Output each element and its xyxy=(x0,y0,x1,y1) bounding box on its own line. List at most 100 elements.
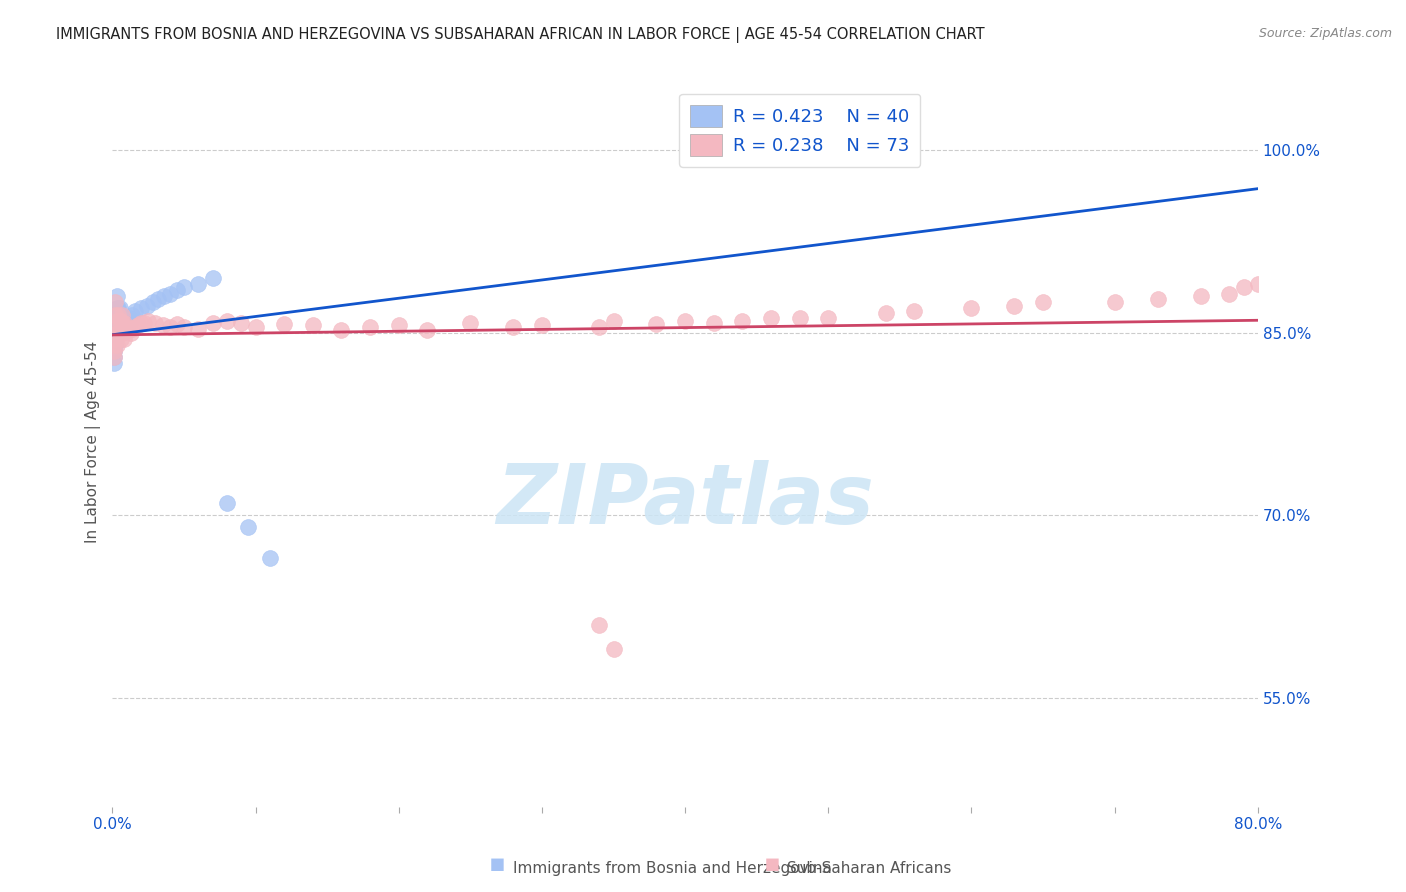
Point xyxy=(330,323,353,337)
Point xyxy=(259,550,281,565)
Point xyxy=(129,316,152,330)
Point xyxy=(231,316,253,330)
Y-axis label: In Labor Force | Age 45-54: In Labor Force | Age 45-54 xyxy=(86,341,101,543)
Point xyxy=(153,289,176,303)
Point xyxy=(104,308,127,322)
Point xyxy=(108,313,131,327)
Point xyxy=(104,338,127,352)
Point xyxy=(173,319,195,334)
Point xyxy=(875,306,897,320)
Point xyxy=(108,326,131,340)
Point xyxy=(121,322,143,336)
Point xyxy=(124,304,146,318)
Point xyxy=(105,338,128,352)
Point xyxy=(1218,286,1240,301)
Point xyxy=(135,299,157,313)
Point xyxy=(104,319,127,334)
Point xyxy=(673,313,696,327)
Point xyxy=(215,313,238,327)
Point xyxy=(960,301,983,316)
Point xyxy=(132,316,155,330)
Point xyxy=(104,295,127,310)
Point xyxy=(645,318,668,332)
Point xyxy=(114,319,136,334)
Point xyxy=(152,318,174,333)
Text: Source: ZipAtlas.com: Source: ZipAtlas.com xyxy=(1258,27,1392,40)
Point xyxy=(114,319,136,334)
Point xyxy=(120,313,142,327)
Point xyxy=(104,308,127,322)
Point xyxy=(588,617,610,632)
Point xyxy=(105,326,128,340)
Point xyxy=(111,308,134,322)
Point xyxy=(111,319,134,334)
Point xyxy=(103,344,125,359)
Point xyxy=(703,144,725,158)
Point xyxy=(112,332,135,346)
Point xyxy=(215,496,238,510)
Text: ZIPatlas: ZIPatlas xyxy=(496,460,875,541)
Point xyxy=(817,311,839,326)
Point xyxy=(107,326,129,340)
Text: IMMIGRANTS FROM BOSNIA AND HERZEGOVINA VS SUBSAHARAN AFRICAN IN LABOR FORCE | AG: IMMIGRANTS FROM BOSNIA AND HERZEGOVINA V… xyxy=(56,27,984,43)
Point xyxy=(201,316,224,330)
Point xyxy=(118,311,141,326)
Point xyxy=(302,318,325,333)
Point xyxy=(789,311,811,326)
Point xyxy=(122,321,145,335)
Text: Sub-Saharan Africans: Sub-Saharan Africans xyxy=(787,861,952,876)
Text: Immigrants from Bosnia and Herzegovina: Immigrants from Bosnia and Herzegovina xyxy=(513,861,832,876)
Point xyxy=(104,319,127,334)
Point xyxy=(602,313,624,327)
Point xyxy=(110,313,132,327)
Point xyxy=(103,338,125,352)
Point xyxy=(105,313,128,327)
Point xyxy=(118,322,141,336)
Point xyxy=(187,322,209,336)
Point xyxy=(110,332,132,346)
Point xyxy=(105,289,128,303)
Point xyxy=(201,271,224,285)
Point xyxy=(173,279,195,293)
Point xyxy=(127,318,149,333)
Point xyxy=(359,319,381,334)
Point xyxy=(108,301,131,316)
Point xyxy=(1247,277,1270,292)
Point xyxy=(1232,279,1254,293)
Point xyxy=(703,316,725,330)
Point xyxy=(117,323,139,337)
Point xyxy=(112,316,135,330)
Point xyxy=(112,316,135,330)
Point xyxy=(530,318,553,333)
Point xyxy=(145,316,167,330)
Point xyxy=(115,313,138,327)
Point xyxy=(1189,289,1212,303)
Point xyxy=(159,319,181,334)
Point xyxy=(105,326,128,340)
Point xyxy=(148,292,170,306)
Point xyxy=(124,319,146,334)
Point xyxy=(1146,292,1168,306)
Point xyxy=(416,323,439,337)
Point xyxy=(121,308,143,322)
Point xyxy=(588,319,610,334)
Point xyxy=(166,318,188,332)
Point xyxy=(107,319,129,334)
Point xyxy=(731,313,754,327)
Point xyxy=(502,319,524,334)
Point xyxy=(141,295,163,310)
Point xyxy=(1004,299,1026,313)
Point xyxy=(103,344,125,359)
Point xyxy=(107,308,129,322)
Text: ▪: ▪ xyxy=(489,852,506,876)
Point xyxy=(388,318,411,333)
Point xyxy=(1032,295,1054,310)
Point xyxy=(120,326,142,340)
Point xyxy=(166,283,188,297)
Point xyxy=(103,338,125,352)
Point xyxy=(103,350,125,364)
Point xyxy=(111,326,134,340)
Point xyxy=(104,332,127,346)
Point xyxy=(245,319,267,334)
Point xyxy=(460,316,482,330)
